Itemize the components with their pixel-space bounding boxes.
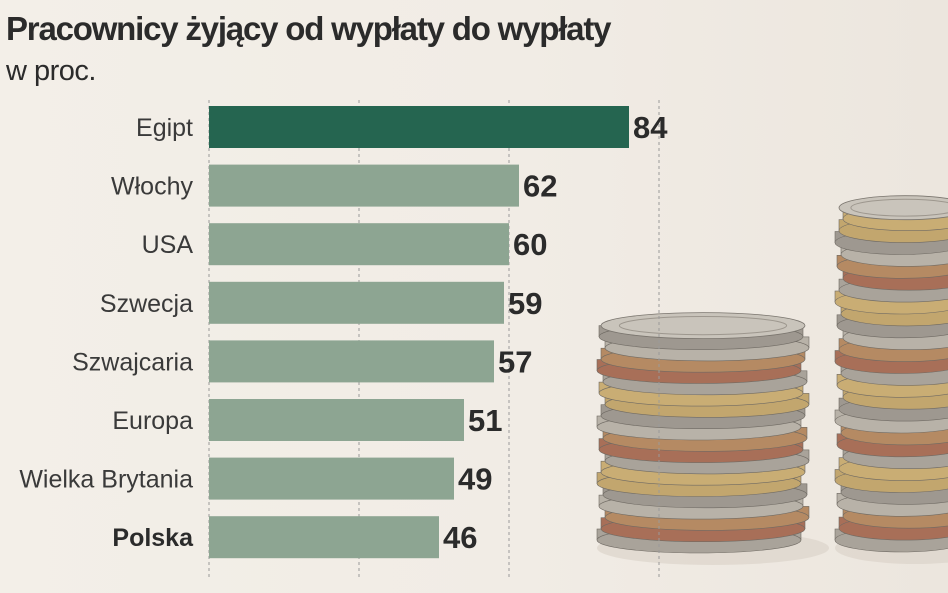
bar-szwecja xyxy=(209,281,504,324)
bar-usa xyxy=(209,223,509,266)
value-label: 84 xyxy=(633,110,668,145)
value-label: 62 xyxy=(523,169,557,204)
bar-egipt xyxy=(209,106,629,148)
category-label: Włochy xyxy=(111,173,193,201)
category-label: Egipt xyxy=(136,114,193,142)
value-label: 57 xyxy=(498,344,532,379)
category-label: Europa xyxy=(112,407,193,435)
value-label: 49 xyxy=(458,462,492,497)
value-label: 51 xyxy=(468,403,502,438)
bar-polska xyxy=(209,516,439,559)
category-label: Szwajcaria xyxy=(72,348,193,376)
category-label: USA xyxy=(142,231,194,259)
title: Pracownicy żyjący od wypłaty do wypłaty xyxy=(6,10,611,47)
category-label: Wielka Brytania xyxy=(19,466,193,494)
subtitle: w proc. xyxy=(6,55,96,87)
bar-wielka-brytania xyxy=(209,457,454,500)
coin-stack-left xyxy=(596,312,829,565)
coin-stack-right xyxy=(834,195,948,564)
bar-włochy xyxy=(209,164,519,207)
category-label: Szwecja xyxy=(100,290,193,318)
value-label: 46 xyxy=(443,520,477,555)
bar-szwajcaria xyxy=(209,340,494,383)
bar-europa xyxy=(209,399,464,441)
value-label: 60 xyxy=(513,227,547,262)
value-label: 59 xyxy=(508,286,542,321)
category-label: Polska xyxy=(112,524,194,552)
